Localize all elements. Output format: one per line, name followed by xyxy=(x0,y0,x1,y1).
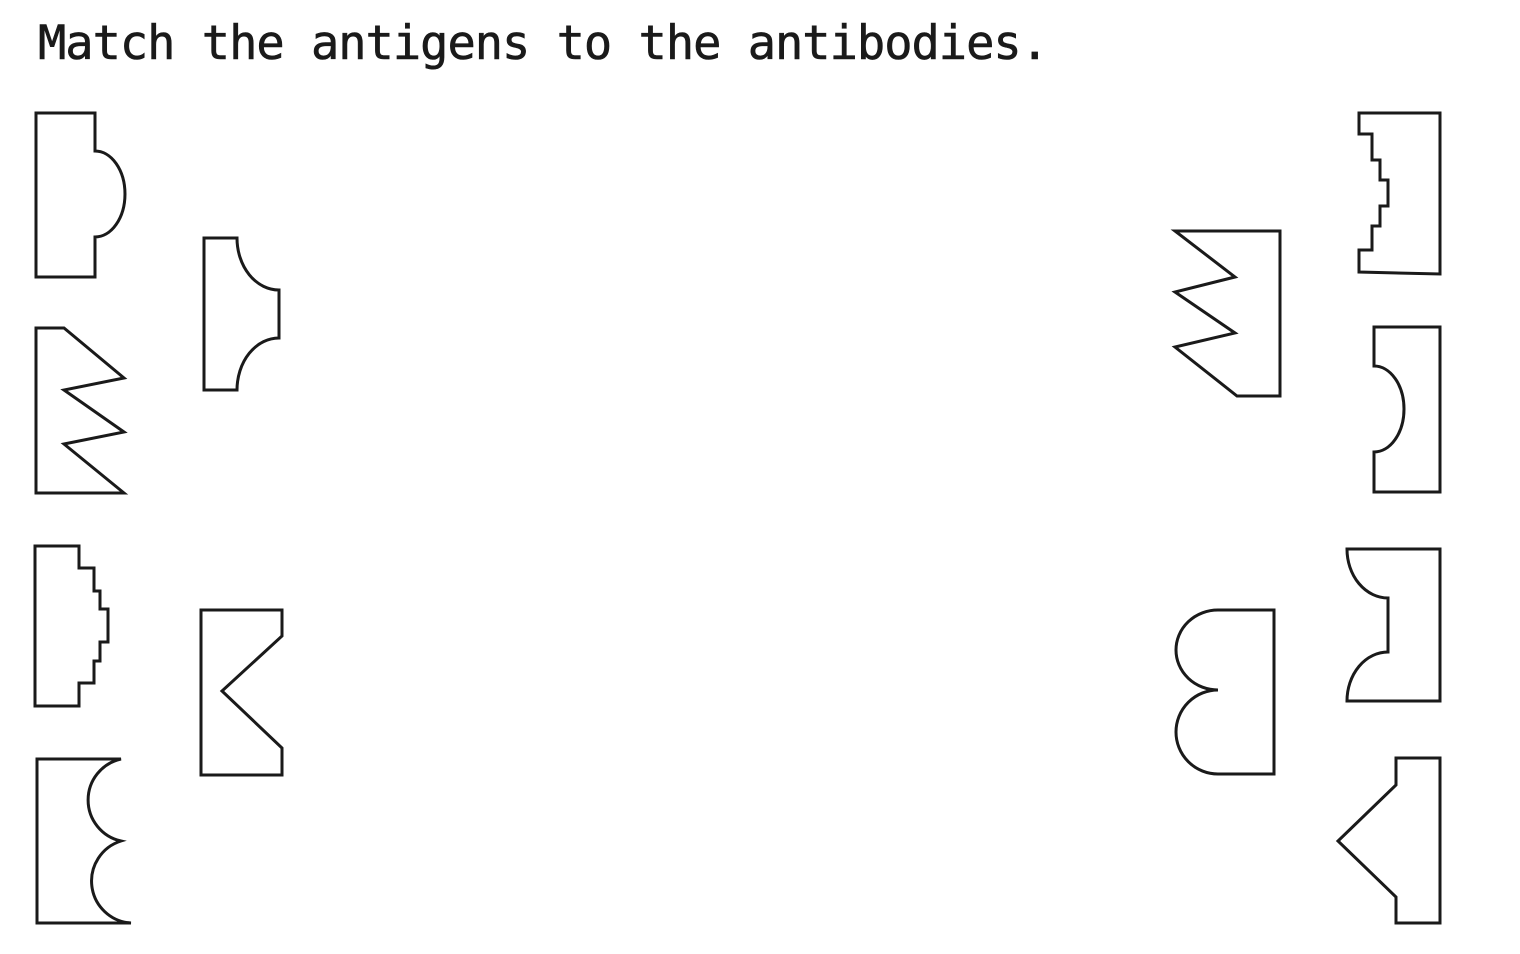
shape-double-notch[interactable] xyxy=(35,757,132,925)
shape-round-bump[interactable] xyxy=(34,111,127,279)
shape-concave-tab[interactable] xyxy=(202,236,281,392)
shape-triangle-point[interactable] xyxy=(1335,756,1442,925)
shape-v-notch[interactable] xyxy=(199,608,284,777)
shape-concave-block[interactable] xyxy=(1345,547,1442,703)
shape-zigzag-mirror[interactable] xyxy=(1170,229,1282,398)
right-shapes xyxy=(1170,111,1442,925)
left-shapes xyxy=(33,111,284,925)
shape-double-bump[interactable] xyxy=(1174,608,1276,776)
shape-stepped-notch[interactable] xyxy=(1357,111,1442,276)
shape-zigzag[interactable] xyxy=(34,326,129,495)
worksheet-title: Match the antigens to the antibodies. xyxy=(38,16,1050,72)
shape-stepped-bump[interactable] xyxy=(33,544,110,708)
shape-round-notch[interactable] xyxy=(1372,325,1442,494)
